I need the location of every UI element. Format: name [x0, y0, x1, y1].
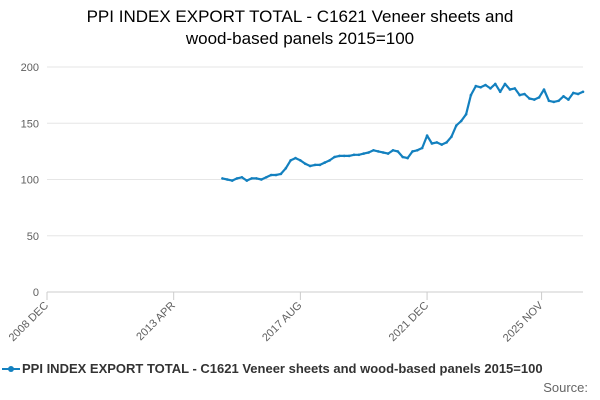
- data-point[interactable]: [455, 124, 458, 127]
- data-point[interactable]: [342, 154, 346, 158]
- data-point[interactable]: [299, 159, 302, 162]
- data-point[interactable]: [513, 87, 517, 90]
- data-point[interactable]: [450, 135, 453, 139]
- legend-marker-icon: [2, 366, 20, 372]
- data-point[interactable]: [328, 159, 331, 162]
- data-point[interactable]: [464, 113, 468, 116]
- data-point[interactable]: [235, 177, 239, 180]
- chart-title-line-2: wood-based panels 2015=100: [185, 29, 415, 48]
- data-point[interactable]: [518, 93, 521, 97]
- data-point[interactable]: [377, 150, 380, 153]
- legend[interactable]: PPI INDEX EXPORT TOTAL - C1621 Veneer sh…: [0, 360, 600, 378]
- gridlines: [47, 66, 583, 237]
- data-point[interactable]: [547, 99, 551, 103]
- y-tick-label: 150: [21, 118, 39, 130]
- data-point[interactable]: [484, 83, 487, 87]
- data-point[interactable]: [567, 98, 570, 101]
- data-point[interactable]: [416, 149, 419, 152]
- data-point[interactable]: [308, 164, 312, 168]
- legend-series-label: PPI INDEX EXPORT TOTAL - C1621 Veneer sh…: [22, 361, 543, 376]
- y-tick-label: 50: [27, 231, 39, 243]
- data-point[interactable]: [230, 179, 234, 182]
- data-point[interactable]: [294, 156, 297, 160]
- chart-title: PPI INDEX EXPORT TOTAL - C1621 Veneer sh…: [0, 6, 600, 50]
- source-label: Source:: [543, 380, 588, 395]
- data-point[interactable]: [503, 82, 507, 86]
- data-point[interactable]: [508, 88, 512, 91]
- data-point[interactable]: [221, 177, 224, 180]
- data-point[interactable]: [333, 155, 336, 159]
- data-point[interactable]: [479, 86, 483, 89]
- data-point[interactable]: [440, 143, 444, 146]
- data-point[interactable]: [318, 163, 322, 167]
- data-point[interactable]: [581, 90, 585, 94]
- data-point[interactable]: [435, 141, 439, 144]
- data-point[interactable]: [245, 179, 249, 182]
- data-point[interactable]: [362, 152, 366, 155]
- data-point[interactable]: [411, 150, 414, 153]
- data-point[interactable]: [572, 91, 575, 95]
- data-point[interactable]: [284, 167, 288, 170]
- x-tick-label: 2013 APR: [134, 300, 178, 344]
- data-point[interactable]: [562, 95, 565, 98]
- y-tick-label: 0: [33, 287, 39, 299]
- data-point[interactable]: [542, 88, 546, 91]
- data-point[interactable]: [420, 146, 424, 150]
- data-point[interactable]: [474, 84, 478, 88]
- data-point[interactable]: [489, 87, 492, 90]
- data-point[interactable]: [537, 96, 541, 99]
- x-tick-label: 2021 DEC: [387, 300, 431, 344]
- data-point[interactable]: [274, 173, 278, 177]
- series-layer: [221, 82, 585, 182]
- y-tick-label: 100: [21, 175, 39, 187]
- data-point[interactable]: [265, 176, 268, 179]
- data-point[interactable]: [226, 178, 229, 181]
- data-point[interactable]: [381, 151, 385, 154]
- data-point[interactable]: [240, 176, 244, 179]
- data-point[interactable]: [552, 100, 556, 104]
- data-point[interactable]: [406, 156, 409, 160]
- data-point[interactable]: [498, 90, 502, 94]
- data-point[interactable]: [338, 154, 341, 158]
- data-point[interactable]: [523, 92, 526, 96]
- data-point[interactable]: [367, 151, 370, 154]
- data-point[interactable]: [313, 163, 317, 167]
- data-point[interactable]: [279, 172, 283, 176]
- data-point[interactable]: [372, 149, 375, 152]
- data-point[interactable]: [250, 177, 253, 180]
- data-point[interactable]: [401, 155, 405, 159]
- data-point[interactable]: [386, 152, 390, 155]
- data-point[interactable]: [391, 149, 395, 152]
- data-point[interactable]: [425, 134, 429, 137]
- data-point[interactable]: [469, 93, 473, 97]
- data-point[interactable]: [352, 153, 356, 157]
- data-point[interactable]: [269, 173, 273, 177]
- data-point[interactable]: [445, 141, 448, 144]
- data-point[interactable]: [459, 119, 463, 123]
- data-point[interactable]: [260, 178, 263, 181]
- x-tick-label: 2025 NOV: [501, 299, 546, 344]
- x-tick-label: 2017 AUG: [260, 300, 304, 344]
- data-point[interactable]: [576, 92, 580, 96]
- data-point[interactable]: [430, 142, 434, 145]
- x-tick-label: 2008 DEC: [7, 300, 51, 344]
- axes: 0 50 100 150 200 2008 DEC 2013 APR 2017 AUG 2021…: [7, 62, 583, 344]
- data-point[interactable]: [396, 150, 400, 153]
- data-point[interactable]: [347, 154, 351, 158]
- data-point[interactable]: [304, 162, 307, 166]
- chart-title-line-1: PPI INDEX EXPORT TOTAL - C1621 Veneer sh…: [86, 7, 514, 26]
- data-point[interactable]: [533, 98, 536, 101]
- data-point[interactable]: [557, 99, 560, 103]
- data-point[interactable]: [255, 177, 258, 180]
- data-point[interactable]: [494, 82, 497, 86]
- data-point[interactable]: [357, 153, 361, 157]
- data-point[interactable]: [528, 97, 531, 100]
- data-point[interactable]: [323, 161, 327, 164]
- y-tick-label: 200: [21, 62, 39, 74]
- data-point[interactable]: [289, 159, 292, 162]
